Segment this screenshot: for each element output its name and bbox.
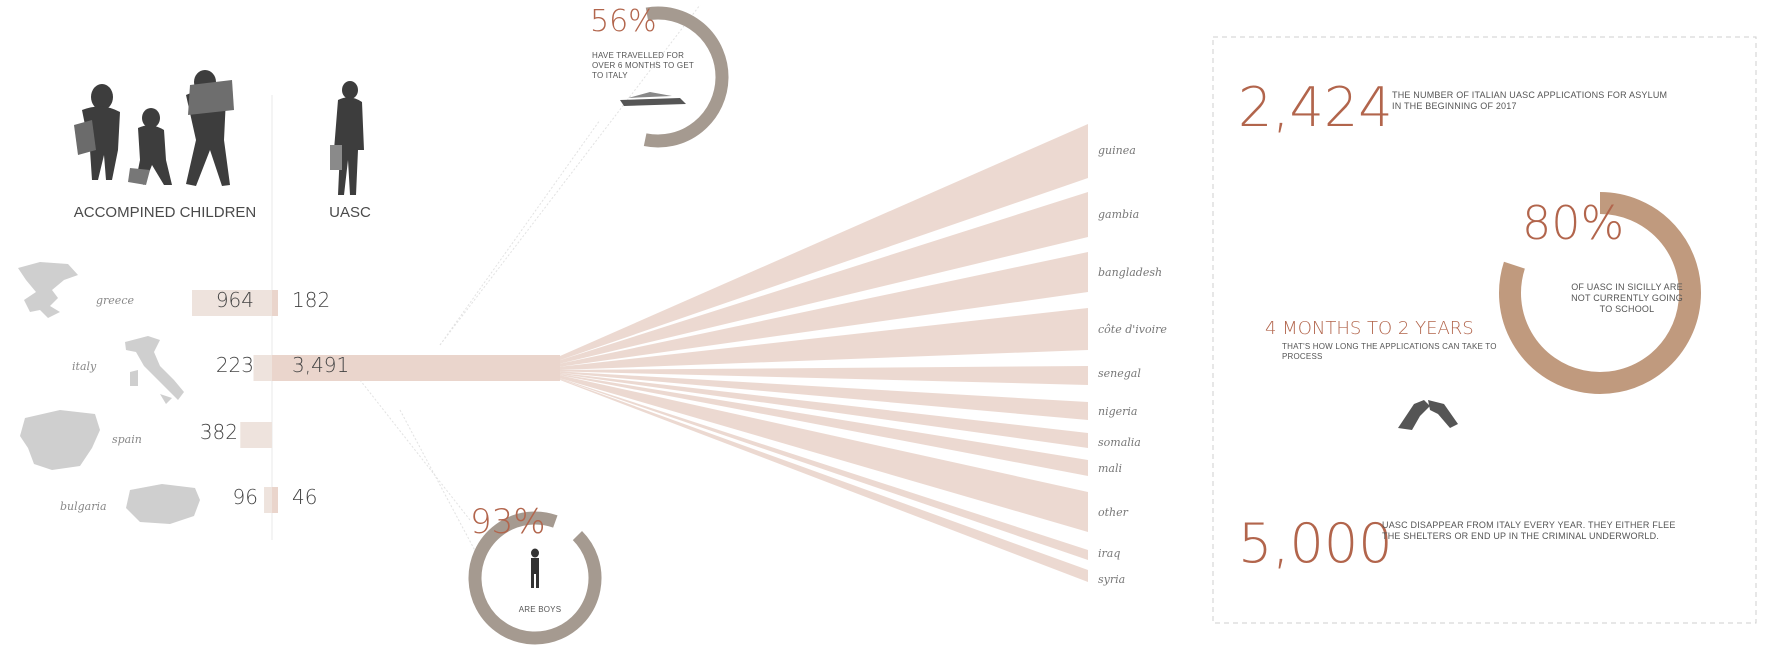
flow-band-iraq: [560, 378, 1088, 560]
spain-map-shape: [20, 410, 100, 470]
stat2-text: OF UASC IN SICILLY ARE NOT CURRENTLY GOI…: [1571, 282, 1683, 314]
stat1-value: 2,424: [1238, 76, 1393, 139]
country-bars: [192, 290, 560, 513]
accompanied-value-bulgaria: 96: [232, 485, 258, 509]
flow-band-somalia: [560, 372, 1088, 448]
travel-percent: 56%: [590, 4, 657, 39]
bar-uasc-bulgaria: [272, 487, 278, 513]
stat4-text: UASC DISAPPEAR FROM ITALY EVERY YEAR. TH…: [1382, 520, 1676, 541]
uasc-header: UASC: [329, 204, 371, 221]
accompanied-header: ACCOMPINED CHILDREN: [73, 204, 257, 221]
italy-map-shape: [125, 336, 184, 404]
boat-icon: [620, 92, 686, 106]
destination-flow: [560, 124, 1088, 582]
hands-icon: [1398, 400, 1458, 430]
stat1-text: THE NUMBER OF ITALIAN UASC APPLICATIONS …: [1392, 90, 1668, 111]
dest-label-cote-divoire: côte d'ivoire: [1098, 323, 1167, 336]
country-label-spain: spain: [112, 433, 142, 446]
flow-band-bangladesh: [560, 252, 1088, 367]
flow-band-ctedivoire: [560, 308, 1088, 370]
donut-boys: [468, 511, 602, 645]
dest-label-syria: syria: [1098, 573, 1126, 586]
boys-text: ARE BOYS: [518, 605, 562, 614]
dest-label-gambia: gambia: [1098, 208, 1140, 221]
accompanied-value-greece: 964: [215, 288, 254, 312]
country-label-bulgaria: bulgaria: [60, 500, 107, 513]
dest-label-bangladesh: bangladesh: [1098, 266, 1163, 279]
uasc-value-bulgaria: 46: [292, 485, 318, 509]
flow-band-guinea: [560, 124, 1088, 361]
flow-band-other: [560, 375, 1088, 532]
dest-label-senegal: senegal: [1098, 367, 1141, 380]
boys-percent: 93%: [470, 502, 546, 542]
bulgaria-map-shape: [126, 484, 200, 524]
donut-travel-arc: [643, 6, 729, 148]
bar-uasc-greece: [272, 290, 278, 316]
dest-label-guinea: guinea: [1098, 144, 1136, 157]
flow-band-senegal: [560, 366, 1088, 385]
dest-label-mali: mali: [1098, 462, 1123, 475]
stat3-text: THAT'S HOW LONG THE APPLICATIONS CAN TAK…: [1282, 342, 1497, 361]
bar-accompanied-italy: [253, 355, 272, 381]
dest-label-somalia: somalia: [1098, 436, 1141, 449]
uasc-silhouette: [330, 81, 364, 195]
flow-band-mali: [560, 373, 1088, 476]
donut-school: [1499, 192, 1701, 394]
donut-boys-arc: [468, 511, 602, 645]
dest-label-iraq: iraq: [1098, 547, 1121, 560]
donut-school-arc: [1499, 192, 1701, 394]
donut-travel: [643, 6, 729, 148]
accompanied-value-spain: 382: [199, 420, 238, 444]
flow-band-syria: [560, 379, 1088, 582]
connector-lines: [359, 4, 701, 561]
dest-label-nigeria: nigeria: [1098, 405, 1138, 418]
country-label-greece: greece: [96, 294, 134, 307]
greece-map-shape: [18, 262, 78, 318]
bar-accompanied-greece: [192, 290, 272, 316]
bar-accompanied-bulgaria: [264, 487, 272, 513]
stat3-value: 4 MONTHS TO 2 YEARS: [1265, 318, 1474, 339]
country-label-italy: italy: [72, 360, 97, 373]
stat2-value: 80%: [1522, 196, 1625, 250]
bar-accompanied-spain: [240, 422, 272, 448]
boy-icon: [531, 548, 539, 588]
accompanied-value-italy: 223: [215, 353, 254, 377]
flow-band-gambia: [560, 192, 1088, 364]
flow-band-nigeria: [560, 371, 1088, 420]
bar-uasc-italy: [272, 355, 560, 381]
dest-label-other: other: [1098, 506, 1128, 519]
uasc-value-italy: 3,491: [292, 353, 350, 377]
stat4-value: 5,000: [1238, 512, 1393, 575]
stats-panel-border: [1212, 36, 1757, 624]
travel-text: HAVE TRAVELLED FOR OVER 6 MONTHS TO GET …: [592, 51, 694, 80]
uasc-value-greece: 182: [292, 288, 331, 312]
accompanied-children-silhouette: [74, 70, 234, 186]
